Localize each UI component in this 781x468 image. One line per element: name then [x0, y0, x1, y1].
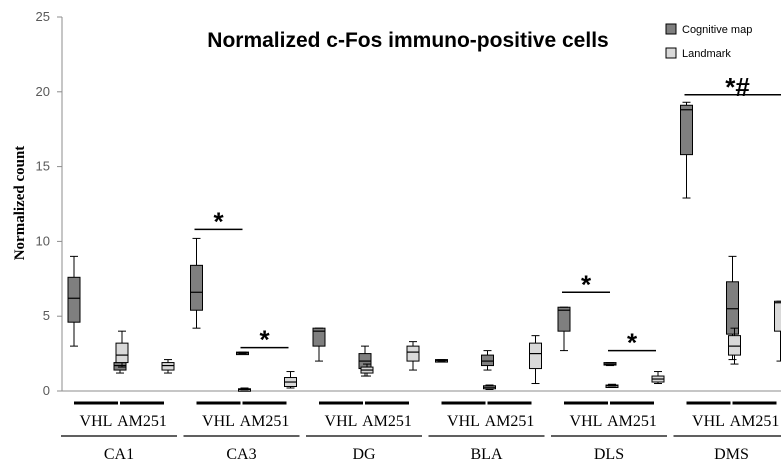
chart-title: Normalized c-Fos immuno-positive cells: [207, 29, 608, 52]
region-label: BLA: [471, 446, 503, 463]
box-cognitive-map-ca3-vhl: [190, 237, 203, 329]
significance-annotations: * * * * *#: [194, 72, 781, 358]
region-label: DG: [352, 446, 376, 463]
box-landmark-ca3-vhl: [238, 387, 251, 392]
y-axis: 0 5 10 15 20 25: [36, 9, 781, 398]
legend-label: Cognitive map: [682, 24, 752, 36]
treatment-label: AM251: [240, 413, 290, 430]
box-landmark-ca1-am251: [161, 359, 175, 374]
box-landmark-dls-am251: [651, 371, 665, 385]
significance-symbol: *: [213, 206, 224, 236]
box-cognitive-map-dms-am251: [726, 255, 739, 361]
y-tick-label: 15: [36, 159, 50, 174]
box-iqr: [529, 342, 542, 370]
box-iqr: [113, 362, 127, 371]
box-landmark-ca1-vhl: [115, 330, 129, 368]
treatment-label: VHL: [570, 413, 603, 430]
box-iqr: [728, 335, 741, 356]
treatment-label: VHL: [692, 413, 725, 430]
y-tick-label: 25: [36, 9, 50, 24]
treatment-label: VHL: [80, 413, 113, 430]
box-cognitive-map-dms-vhl: [680, 101, 693, 199]
box-iqr: [726, 281, 739, 335]
treatment-label: AM251: [730, 413, 780, 430]
treatment-label: AM251: [117, 413, 167, 430]
box-landmark-bla-am251: [529, 335, 542, 385]
box-iqr: [680, 104, 693, 156]
box-cognitive-map-dls-vhl: [557, 306, 571, 352]
legend-swatch: [665, 47, 677, 59]
box-landmark-dg-am251: [406, 341, 420, 371]
box-cognitive-map-dls-am251: [603, 362, 617, 367]
y-tick-label: 10: [36, 233, 50, 248]
box-landmark-dms-am251: [774, 300, 781, 362]
box-iqr: [161, 362, 175, 371]
significance-symbol: *: [259, 325, 270, 355]
treatment-label: AM251: [607, 413, 657, 430]
legend-swatch: [665, 23, 677, 35]
box-iqr: [67, 276, 81, 323]
y-axis-label: Normalized count: [12, 146, 28, 261]
box-landmark-dms-vhl: [728, 327, 741, 365]
y-tick-label: 20: [36, 84, 50, 99]
box-iqr: [481, 354, 494, 367]
region-label: CA1: [104, 446, 134, 463]
treatment-label: AM251: [362, 413, 412, 430]
box-landmark-dls-vhl: [605, 383, 619, 389]
box-cognitive-map-bla-am251: [481, 350, 494, 371]
box-cognitive-map-dg-vhl: [312, 327, 326, 362]
significance-symbol: *: [627, 328, 638, 358]
legend: Cognitive map Landmark: [665, 23, 752, 60]
treatment-label: VHL: [325, 413, 358, 430]
treatment-label: VHL: [202, 413, 235, 430]
region-label: DMS: [714, 446, 749, 463]
y-tick-label: 5: [43, 308, 50, 323]
region-label: DLS: [594, 446, 624, 463]
box-landmark-ca3-am251: [284, 371, 297, 389]
y-tick-label: 0: [43, 383, 50, 398]
plot-area: [67, 101, 781, 392]
treatment-label: AM251: [485, 413, 535, 430]
box-iqr: [406, 345, 420, 362]
legend-label: Landmark: [682, 48, 731, 60]
significance-symbol: *#: [725, 72, 750, 102]
significance-symbol: *: [581, 269, 592, 299]
box-landmark-dg-vhl: [360, 363, 374, 377]
box-landmark-bla-vhl: [483, 384, 496, 391]
region-label: CA3: [226, 446, 256, 463]
box-cognitive-map-ca1-vhl: [67, 255, 81, 347]
box-iqr: [190, 264, 203, 311]
treatment-label: VHL: [447, 413, 480, 430]
box-iqr: [115, 342, 129, 364]
box-iqr: [774, 300, 781, 332]
box-cognitive-map-bla-vhl: [435, 359, 448, 363]
box-cognitive-map-ca3-am251: [236, 351, 249, 356]
